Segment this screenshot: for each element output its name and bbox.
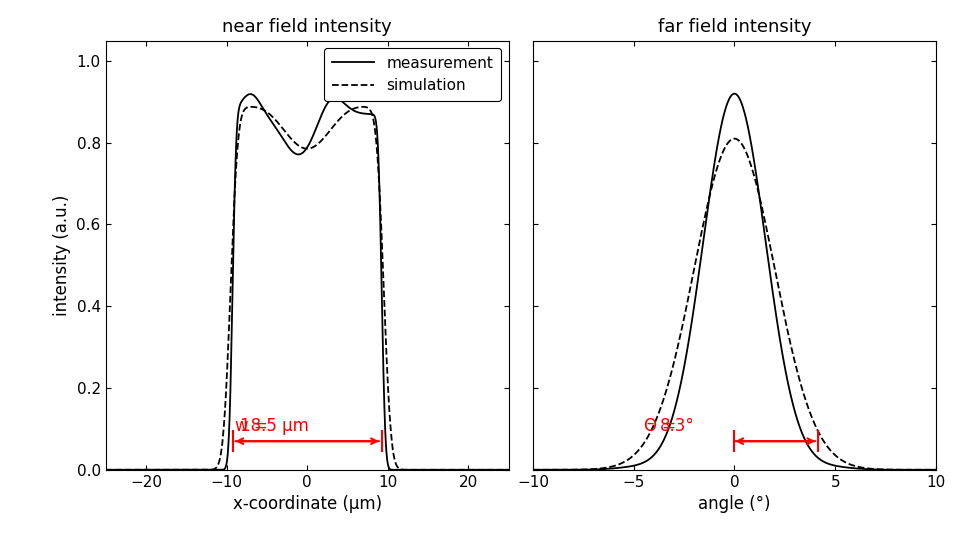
Y-axis label: intensity (a.u.): intensity (a.u.) (53, 194, 71, 316)
Text: w =: w = (234, 417, 273, 435)
measurement (272, 127, 283, 134)
simulation (503, 467, 515, 473)
Text: Θ =: Θ = (644, 417, 682, 435)
Text: 18.5 μm: 18.5 μm (240, 417, 309, 435)
measurement (245, 91, 256, 97)
simulation (272, 119, 283, 126)
simulation (452, 467, 464, 473)
measurement (170, 467, 181, 473)
X-axis label: angle (°): angle (°) (698, 495, 771, 513)
measurement (146, 467, 157, 473)
X-axis label: x-coordinate (μm): x-coordinate (μm) (232, 495, 382, 513)
simulation (170, 467, 181, 473)
Legend: measurement, simulation: measurement, simulation (324, 48, 501, 101)
simulation (146, 467, 157, 473)
Title: far field intensity: far field intensity (658, 18, 811, 36)
Title: near field intensity: near field intensity (223, 18, 392, 36)
simulation (100, 467, 111, 473)
Text: 8.3°: 8.3° (660, 417, 695, 435)
measurement (254, 100, 266, 107)
measurement (452, 467, 464, 473)
simulation (246, 104, 257, 110)
simulation (495, 467, 507, 473)
measurement (503, 467, 515, 473)
measurement (495, 467, 507, 473)
Line: measurement: measurement (106, 94, 509, 470)
Line: simulation: simulation (106, 107, 509, 470)
simulation (254, 105, 266, 112)
measurement (100, 467, 111, 473)
